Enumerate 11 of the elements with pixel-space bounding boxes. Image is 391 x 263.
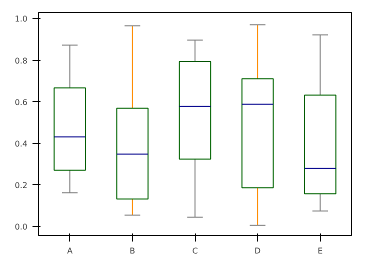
x-tick-label: C <box>192 246 198 256</box>
x-tick-label: E <box>318 246 323 256</box>
y-tick-label: 0.8 <box>14 56 28 66</box>
y-tick-label: 0.0 <box>14 222 28 232</box>
x-tick-label: B <box>130 246 136 256</box>
y-tick-label: 0.2 <box>14 180 28 190</box>
x-tick-label: D <box>254 246 261 256</box>
y-tick-label: 0.6 <box>14 98 28 107</box>
y-tick-label: 1.0 <box>14 14 28 24</box>
x-tick-label: A <box>67 246 74 256</box>
y-tick-label: 0.4 <box>14 139 28 148</box>
